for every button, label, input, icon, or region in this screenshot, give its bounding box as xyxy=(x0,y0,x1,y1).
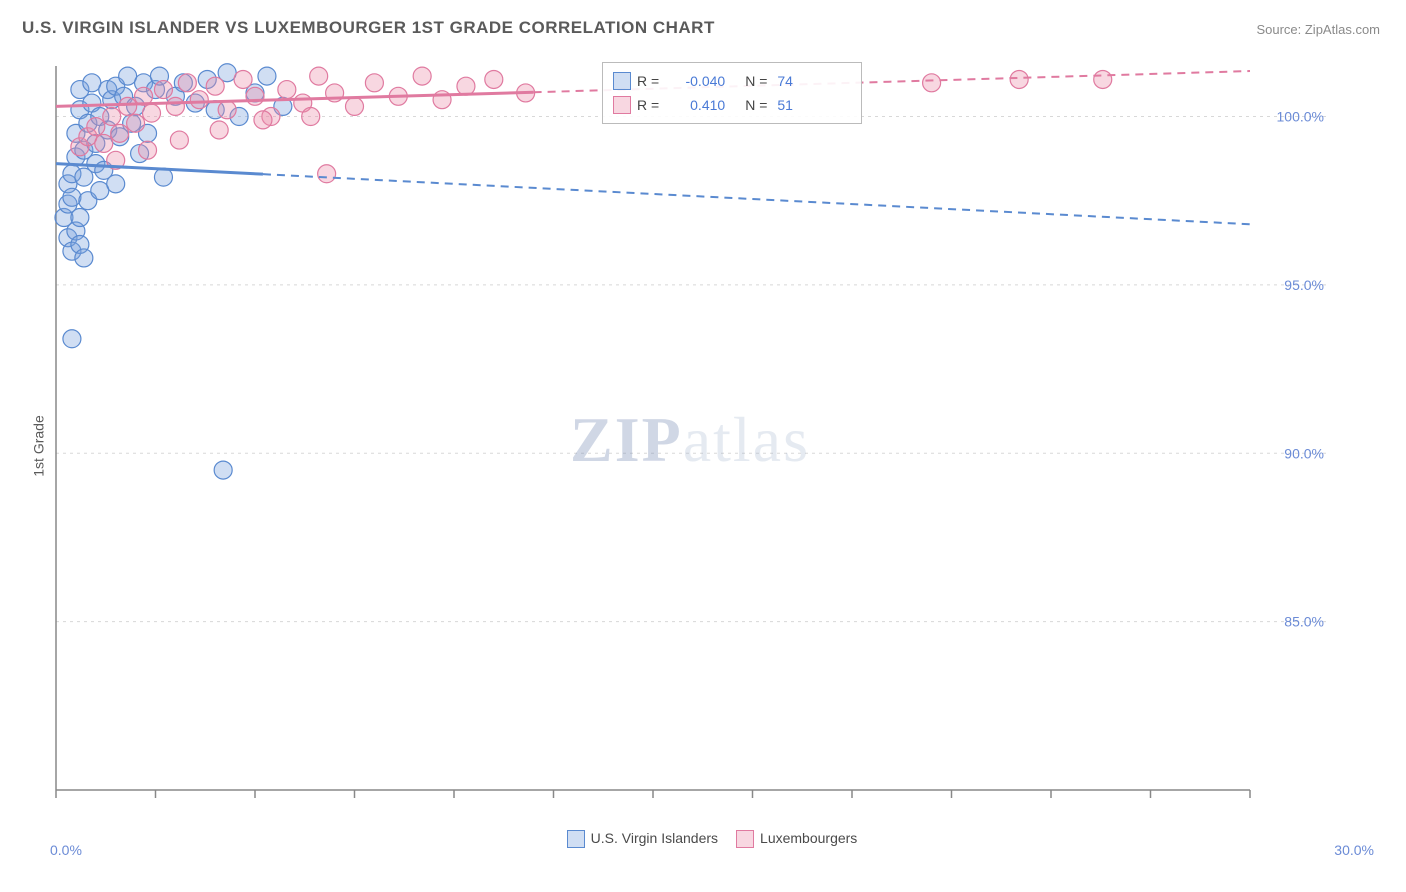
scatter-point xyxy=(278,81,296,99)
legend-swatch xyxy=(736,830,754,848)
scatter-point xyxy=(485,70,503,88)
scatter-point xyxy=(214,461,232,479)
scatter-point xyxy=(91,182,109,200)
chart-title: U.S. VIRGIN ISLANDER VS LUXEMBOURGER 1ST… xyxy=(22,18,715,38)
scatter-point xyxy=(413,67,431,85)
scatter-point xyxy=(63,330,81,348)
legend-r-prefix: R = xyxy=(637,73,659,89)
scatter-point xyxy=(95,134,113,152)
scatter-point xyxy=(119,97,137,115)
legend-r-value: -0.040 xyxy=(669,73,725,89)
legend-r-value: 0.410 xyxy=(669,97,725,113)
scatter-point xyxy=(310,67,328,85)
scatter-point xyxy=(1094,70,1112,88)
scatter-point xyxy=(258,67,276,85)
scatter-point xyxy=(302,108,320,126)
legend-n-prefix: N = xyxy=(745,97,767,113)
scatter-point xyxy=(154,81,172,99)
legend-n-prefix: N = xyxy=(745,73,767,89)
scatter-point xyxy=(127,114,145,132)
scatter-point xyxy=(71,209,89,227)
scatter-point xyxy=(143,104,161,122)
scatter-point xyxy=(234,70,252,88)
scatter-point xyxy=(1010,70,1028,88)
stats-legend-row: R = -0.040 N = 74 xyxy=(613,69,851,93)
scatter-point xyxy=(254,111,272,129)
scatter-point xyxy=(103,108,121,126)
scatter-point xyxy=(210,121,228,139)
y-tick-label: 95.0% xyxy=(1284,277,1324,293)
legend-label: U.S. Virgin Islanders xyxy=(591,830,718,846)
y-axis-label: 1st Grade xyxy=(31,415,47,476)
scatter-point xyxy=(166,97,184,115)
scatter-point xyxy=(178,74,196,92)
scatter-point xyxy=(119,67,137,85)
legend-n-value: 51 xyxy=(777,97,793,113)
scatter-point xyxy=(75,249,93,267)
scatter-point xyxy=(87,118,105,136)
scatter-point xyxy=(107,175,125,193)
series-legend: U.S. Virgin Islanders Luxembourgers xyxy=(0,830,1406,848)
legend-n-value: 74 xyxy=(777,73,793,89)
scatter-chart: 85.0% 90.0% 95.0% 100.0% R = -0.040 N = 74 R = 0… xyxy=(50,60,1330,820)
scatter-point xyxy=(139,141,157,159)
scatter-point xyxy=(346,97,364,115)
scatter-point xyxy=(63,188,81,206)
scatter-point xyxy=(365,74,383,92)
legend-swatch xyxy=(613,96,631,114)
legend-swatch xyxy=(613,72,631,90)
scatter-point xyxy=(190,91,208,109)
source-attribution: Source: ZipAtlas.com xyxy=(1256,22,1380,37)
scatter-point xyxy=(83,74,101,92)
stats-legend: R = -0.040 N = 74 R = 0.410 N = 51 xyxy=(602,62,862,124)
stats-legend-row: R = 0.410 N = 51 xyxy=(613,93,851,117)
scatter-point xyxy=(923,74,941,92)
scatter-point xyxy=(318,165,336,183)
y-tick-label: 85.0% xyxy=(1284,614,1324,630)
trend-line-dashed xyxy=(263,174,1250,224)
scatter-point xyxy=(170,131,188,149)
y-tick-label: 100.0% xyxy=(1277,109,1324,125)
legend-r-prefix: R = xyxy=(637,97,659,113)
legend-label: Luxembourgers xyxy=(760,830,857,846)
scatter-point xyxy=(246,87,264,105)
y-tick-label: 90.0% xyxy=(1284,445,1324,461)
scatter-point xyxy=(111,124,129,142)
scatter-point xyxy=(218,101,236,119)
scatter-point xyxy=(457,77,475,95)
legend-swatch xyxy=(567,830,585,848)
chart-svg: 85.0% 90.0% 95.0% 100.0% xyxy=(50,60,1330,820)
scatter-point xyxy=(206,77,224,95)
